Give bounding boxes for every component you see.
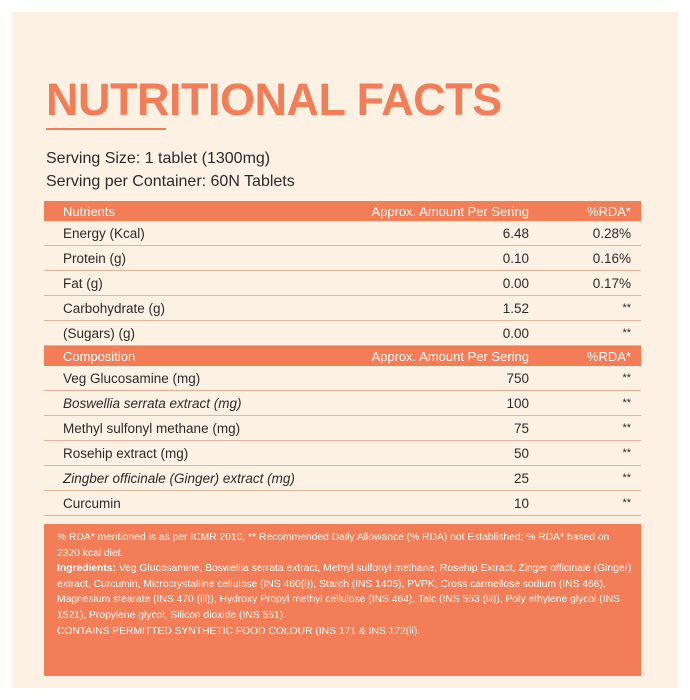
table-row: Protein (g) 0.10 0.16% <box>44 246 641 271</box>
page-title: NUTRITIONAL FACTS <box>46 74 502 125</box>
nutrient-rda: ** <box>622 302 631 314</box>
nutrient-amount: 1.52 <box>502 301 529 316</box>
notes-box: % RDA* mentioned is as per ICMR 2010, **… <box>44 524 641 676</box>
table-row: Energy (Kcal) 6.48 0.28% <box>44 221 641 246</box>
ingredients-paragraph: Ingredients: Veg Glucosamine, Boswellia … <box>57 561 633 623</box>
composition-name: Boswellia serrata extract (mg) <box>63 396 242 411</box>
header-amount: Approx. Amount Per Sering <box>371 204 529 219</box>
nutrient-name: Carbohydrate (g) <box>63 301 166 316</box>
nutrient-amount: 6.48 <box>502 226 529 241</box>
ingredients-label: Ingredients: <box>57 563 116 575</box>
nutrient-rda: 0.17% <box>592 276 631 291</box>
table-row: (Sugars) (g) 0.00 ** <box>44 321 641 346</box>
nutrient-amount: 0.00 <box>502 276 529 291</box>
nutrient-rda: 0.28% <box>592 226 631 241</box>
nutrient-name: Fat (g) <box>63 276 103 291</box>
composition-amount: 50 <box>513 446 529 461</box>
table-row: Veg Glucosamine (mg) 750 ** <box>44 366 641 391</box>
nutrient-amount: 0.10 <box>502 251 529 266</box>
table-row: Fat (g) 0.00 0.17% <box>44 271 641 296</box>
composition-amount: 25 <box>513 471 529 486</box>
composition-rda: ** <box>622 397 631 409</box>
composition-amount: 10 <box>513 496 529 511</box>
header-composition: Composition <box>63 349 136 364</box>
nutrition-card: NUTRITIONAL FACTS Serving Size: 1 tablet… <box>12 12 678 688</box>
composition-rda: ** <box>622 447 631 459</box>
composition-rda: ** <box>622 497 631 509</box>
nutrient-rda: 0.16% <box>592 251 631 266</box>
nutrition-table: Nutrients Approx. Amount Per Sering %RDA… <box>44 201 641 516</box>
table-row: Curcumin 10 ** <box>44 491 641 516</box>
composition-name: Methyl sulfonyl methane (mg) <box>63 421 241 436</box>
composition-amount: 750 <box>506 371 529 386</box>
composition-rda: ** <box>622 422 631 434</box>
header-rda: %RDA* <box>586 349 631 364</box>
composition-amount: 100 <box>506 396 529 411</box>
rda-note: % RDA* mentioned is as per ICMR 2010, **… <box>57 532 610 559</box>
composition-name: Veg Glucosamine (mg) <box>63 371 201 386</box>
nutrient-name: (Sugars) (g) <box>63 326 136 341</box>
table-row: Methyl sulfonyl methane (mg) 75 ** <box>44 416 641 441</box>
table-row: Rosehip extract (mg) 50 ** <box>44 441 641 466</box>
nutrient-amount: 0.00 <box>502 326 529 341</box>
header-amount: Approx. Amount Per Sering <box>371 349 529 364</box>
table-row: Zingber officinale (Ginger) extract (mg)… <box>44 466 641 491</box>
composition-rda: ** <box>622 372 631 384</box>
header-nutrients: Nutrients <box>63 204 116 219</box>
table-row: Carbohydrate (g) 1.52 ** <box>44 296 641 321</box>
ingredients-text: Veg Glucosamine, Boswellia serrata extra… <box>57 563 632 621</box>
nutrient-rda: ** <box>622 327 631 339</box>
table-row: Boswellia serrata extract (mg) 100 ** <box>44 391 641 416</box>
composition-rda: ** <box>622 472 631 484</box>
nutrient-name: Protein (g) <box>63 251 127 266</box>
composition-name: Rosehip extract (mg) <box>63 446 189 461</box>
header-rda: %RDA* <box>586 204 631 219</box>
serving-per-container: Serving per Container: 60N Tablets <box>46 173 295 190</box>
composition-header-row: Composition Approx. Amount Per Sering %R… <box>44 346 641 366</box>
nutrient-name: Energy (Kcal) <box>63 226 145 241</box>
composition-name: Zingber officinale (Ginger) extract (mg) <box>63 471 295 486</box>
colour-note: CONTAINS PERMITTED SYNTHETIC FOOD COLOUR… <box>57 625 421 637</box>
title-underline <box>46 128 166 130</box>
composition-name: Curcumin <box>63 496 121 511</box>
serving-size: Serving Size: 1 tablet (1300mg) <box>46 150 271 167</box>
nutrients-header-row: Nutrients Approx. Amount Per Sering %RDA… <box>44 201 641 221</box>
composition-amount: 75 <box>513 421 529 436</box>
